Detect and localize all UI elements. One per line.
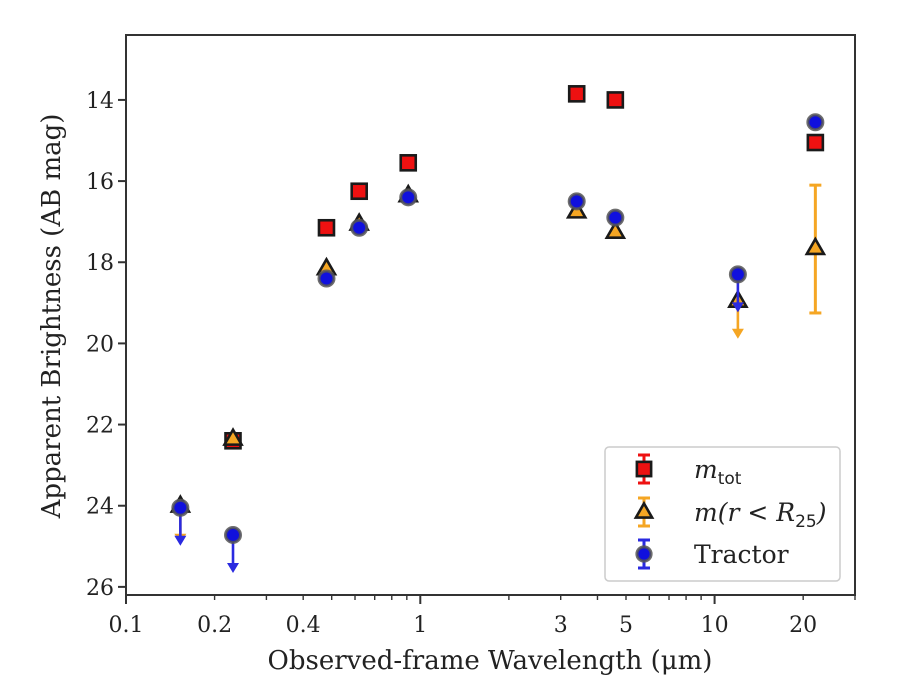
data-point-tractor	[728, 265, 747, 284]
plot-marks	[169, 85, 827, 573]
x-tick-label: 5	[619, 613, 633, 638]
legend-entry-mtot: mtot	[635, 453, 742, 489]
data-point-mr25	[604, 220, 627, 239]
data-point-mtot	[806, 133, 825, 152]
data-point-tractor	[317, 269, 336, 288]
data-point-mtot	[317, 218, 336, 237]
data-point-mtot	[350, 182, 368, 201]
legend-entry-mr25: m(r < R25)	[633, 496, 826, 532]
plot-frame	[125, 34, 856, 596]
legend-label-mr25: m(r < R25)	[694, 498, 826, 532]
data-point-tractor	[224, 525, 243, 544]
x-tick-label: 20	[789, 613, 817, 638]
legend-label-tractor: Tractor	[694, 540, 789, 569]
data-point-tractor	[350, 218, 369, 237]
legend-entry-tractor: Tractor	[635, 538, 789, 570]
x-tick-label: 3	[554, 613, 568, 638]
x-tick-label: 1	[413, 613, 427, 638]
data-point-tractor	[567, 192, 586, 211]
data-point-tractor	[806, 113, 825, 132]
legend-marker-tractor	[635, 545, 653, 563]
y-tick-label: 16	[86, 170, 114, 195]
legend-marker-mtot	[635, 460, 653, 478]
data-point-mtot	[399, 154, 418, 172]
y-axis-title: Apparent Brightness (AB mag)	[37, 114, 67, 520]
upper-limit-arrow-head	[731, 328, 744, 339]
data-point-tractor	[171, 498, 190, 517]
y-tick-label: 14	[86, 89, 114, 114]
x-axis-title: Observed-frame Wavelength (μm)	[268, 646, 713, 676]
x-axis-ticks: 0.1 0.2 0.4 1 3 5 10 20	[109, 595, 856, 638]
legend-label-mtot: mtot	[694, 455, 742, 489]
series-mtot	[224, 85, 825, 450]
legend: mtot m(r < R25) Tractor	[604, 446, 841, 582]
y-tick-label: 18	[86, 251, 114, 276]
y-axis-ticks: 14 16 18 20 22 24 26	[86, 89, 126, 601]
y-tick-label: 24	[86, 495, 114, 520]
y-tick-label: 26	[86, 576, 114, 601]
y-tick-label: 22	[86, 414, 114, 439]
upper-limit-arrow-head	[731, 302, 744, 313]
data-point-mr25	[222, 427, 244, 446]
data-point-mr25	[804, 236, 827, 256]
x-tick-label: 0.4	[286, 613, 321, 638]
series-tractor	[171, 113, 825, 573]
legend-box	[604, 446, 841, 582]
x-tick-label: 0.2	[197, 613, 232, 638]
data-point-tractor	[399, 188, 418, 207]
y-tick-label: 20	[86, 332, 114, 357]
data-point-tractor	[606, 208, 625, 227]
data-point-mtot	[567, 85, 586, 103]
legend-marker-mr25	[633, 500, 655, 519]
data-point-mtot	[606, 91, 625, 109]
upper-limit-arrow-head	[227, 562, 240, 573]
x-tick-label: 0.1	[109, 613, 144, 638]
upper-limit-arrow-head	[174, 535, 187, 546]
x-tick-label: 10	[701, 613, 729, 638]
